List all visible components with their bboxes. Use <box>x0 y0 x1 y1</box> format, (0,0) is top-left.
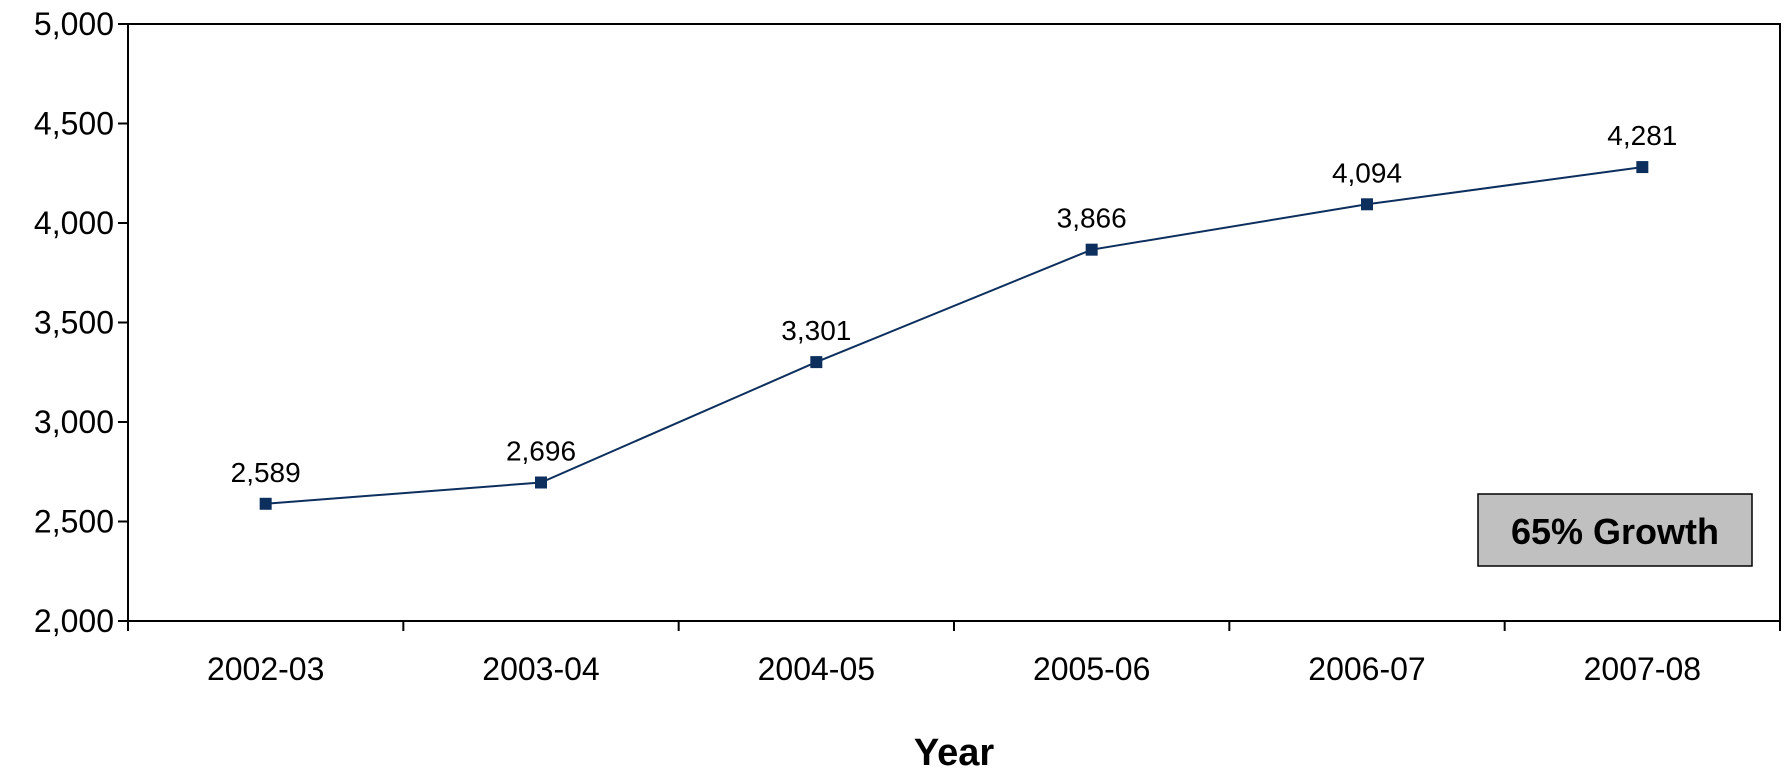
data-point-label: 4,094 <box>1332 157 1402 188</box>
data-point-marker <box>1085 243 1098 256</box>
growth-callout: 65% Growth <box>1477 493 1753 567</box>
x-tick-label: 2004-05 <box>758 651 875 687</box>
y-tick-label: 3,000 <box>34 404 114 440</box>
y-axis: 2,000 2,500 3,000 3,500 4,000 4,500 5,000 <box>34 6 128 639</box>
series-polyline <box>265 166 1643 505</box>
y-tick-label: 4,500 <box>34 106 114 142</box>
y-tick-label: 5,000 <box>34 6 114 42</box>
data-point-marker <box>259 497 272 510</box>
data-point-label: 2,696 <box>506 435 576 466</box>
x-axis-title: Year <box>914 732 995 773</box>
x-axis: 2002-03 2003-04 2004-05 2005-06 2006-07 2007-… <box>127 621 1781 687</box>
callout-box <box>1477 493 1753 567</box>
y-tick-label: 3,500 <box>34 305 114 341</box>
data-point-label: 2,589 <box>231 457 301 488</box>
data-labels: 2,589 2,696 3,301 3,866 4,094 4,281 <box>231 120 1678 488</box>
x-tick-label: 2002-03 <box>207 651 324 687</box>
data-point-marker <box>1361 198 1373 211</box>
data-point-marker <box>535 476 547 489</box>
data-point-marker <box>810 356 823 369</box>
callout-text: 65% Growth <box>1511 511 1719 552</box>
data-point-label: 3,301 <box>781 315 851 346</box>
data-point-marker <box>1636 161 1649 174</box>
x-tick-label: 2003-04 <box>482 651 599 687</box>
data-point-label: 3,866 <box>1057 203 1127 234</box>
y-tick-label: 2,500 <box>34 504 114 540</box>
y-tick-label: 4,000 <box>34 205 114 241</box>
y-tick-label: 2,000 <box>34 603 114 639</box>
x-tick-label: 2007-08 <box>1584 651 1701 687</box>
series-line <box>259 161 1649 510</box>
x-tick-label: 2006-07 <box>1308 651 1425 687</box>
x-tick-label: 2005-06 <box>1033 651 1150 687</box>
data-point-label: 4,281 <box>1607 120 1677 151</box>
